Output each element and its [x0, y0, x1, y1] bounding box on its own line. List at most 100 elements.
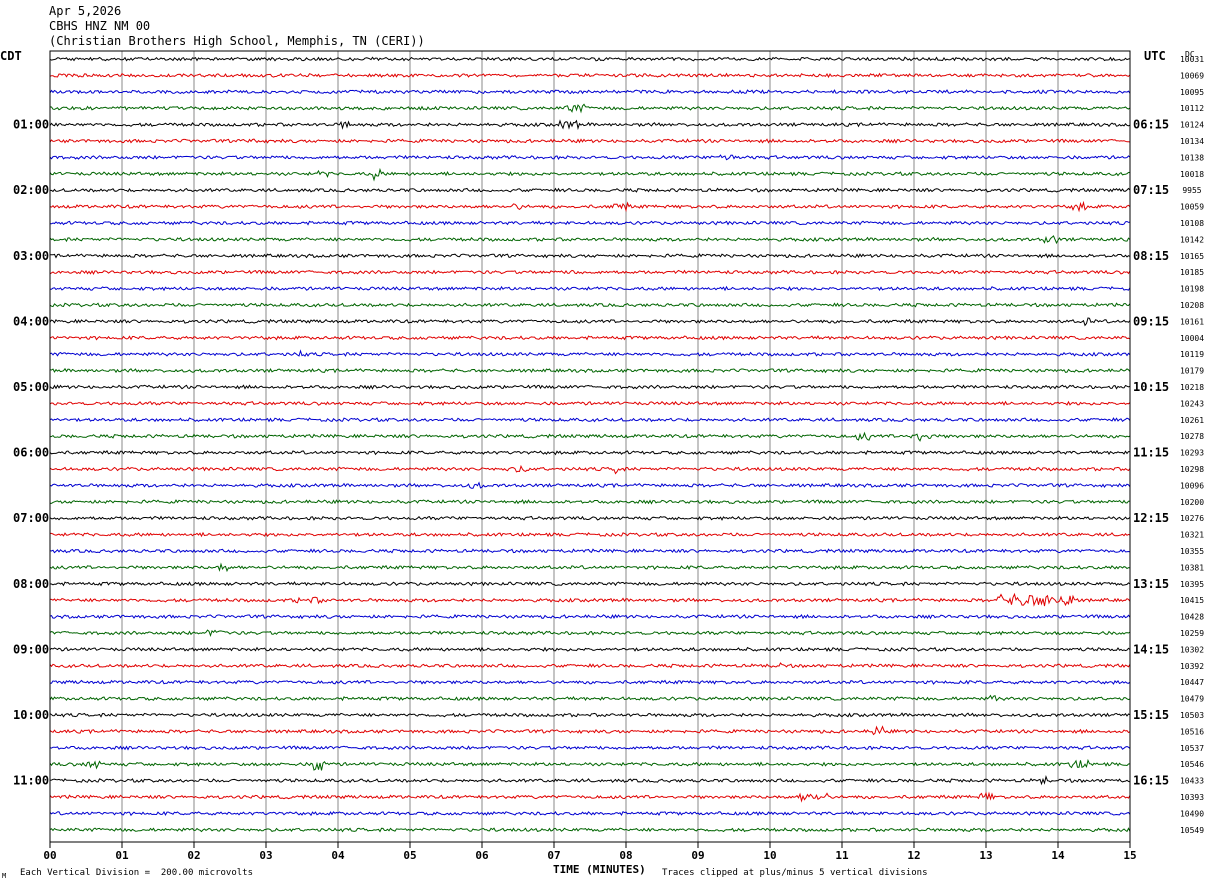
- seismic-trace: [50, 531, 1131, 538]
- seismic-trace: [49, 431, 1131, 442]
- seismic-trace: [49, 235, 1131, 245]
- dc-offset-label: 10276: [1180, 514, 1204, 523]
- seismic-trace: [49, 629, 1131, 638]
- x-tick-label: 15: [1123, 849, 1136, 862]
- cdt-hour-label: 10:00: [13, 708, 49, 722]
- x-tick-label: 03: [259, 849, 272, 862]
- seismic-trace: [49, 56, 1131, 62]
- dc-offset-label: 10179: [1180, 367, 1204, 376]
- dc-offset-label: 10392: [1180, 662, 1204, 671]
- right-timezone-label: UTC: [1144, 49, 1166, 63]
- seismic-trace: [49, 417, 1131, 423]
- seismic-trace: [49, 384, 1131, 390]
- dc-offset-label: 10549: [1180, 826, 1204, 835]
- trace-layer: [49, 56, 1131, 833]
- seismic-trace: [49, 200, 1131, 213]
- header-location: (Christian Brothers High School, Memphis…: [49, 34, 425, 48]
- seismic-trace: [50, 220, 1131, 226]
- seismic-trace: [49, 349, 1131, 357]
- header-date: Apr 5,2026: [49, 4, 122, 18]
- clip-note: Traces clipped at plus/minus 5 vertical …: [662, 868, 928, 878]
- seismic-trace: [49, 285, 1131, 292]
- seismic-trace: [49, 725, 1131, 736]
- x-tick-label: 11: [835, 849, 849, 862]
- dc-offset-label: 10395: [1180, 580, 1204, 589]
- dc-offset-label: 10503: [1180, 711, 1204, 720]
- seismic-trace: [49, 712, 1131, 718]
- seismic-trace: [49, 774, 1131, 786]
- dc-offset-label: 10161: [1180, 317, 1204, 326]
- seismic-trace: [49, 154, 1131, 161]
- x-tick-label: 05: [403, 849, 416, 862]
- dc-offset-label: 10415: [1180, 596, 1204, 605]
- seismic-trace: [49, 335, 1131, 341]
- seismic-trace: [49, 613, 1131, 620]
- seismic-trace: [49, 138, 1131, 144]
- dc-offset-label: 10096: [1180, 481, 1204, 490]
- cdt-hour-label: 06:00: [13, 446, 49, 460]
- dc-offset-label: 10108: [1180, 219, 1204, 228]
- cdt-hour-label: 07:00: [13, 511, 49, 525]
- dc-offset-label: 10059: [1180, 203, 1204, 212]
- dc-offset-label: 10298: [1180, 465, 1204, 474]
- seismic-trace: [49, 499, 1131, 505]
- seismic-trace: [49, 317, 1131, 327]
- seismic-trace: [49, 400, 1131, 407]
- dc-offset-label: 10165: [1180, 252, 1204, 261]
- x-tick-label: 07: [547, 849, 560, 862]
- seismic-trace: [49, 827, 1131, 833]
- x-tick-label: 14: [1051, 849, 1065, 862]
- dc-offset-label: 10198: [1180, 285, 1204, 294]
- seismic-trace: [49, 269, 1131, 276]
- utc-hour-label: 11:15: [1133, 446, 1169, 460]
- utc-hour-label: 12:15: [1133, 511, 1169, 525]
- cdt-hour-label: 11:00: [13, 774, 49, 788]
- dc-offset-label: 10138: [1180, 153, 1204, 162]
- dc-offset-label: 10069: [1180, 71, 1204, 80]
- utc-hour-label: 07:15: [1133, 183, 1169, 197]
- dc-offset-label: 10537: [1180, 744, 1204, 753]
- seismic-trace: [49, 694, 1131, 702]
- seismic-trace: [49, 515, 1131, 521]
- dc-offset-label: 10546: [1180, 760, 1204, 769]
- seismic-trace: [50, 253, 1131, 259]
- dc-offset-label: 10119: [1180, 350, 1204, 359]
- utc-hour-label: 16:15: [1133, 774, 1169, 788]
- dc-offset-label: 10393: [1180, 793, 1204, 802]
- dc-offset-label: 10447: [1180, 678, 1204, 687]
- utc-hour-label: 09:15: [1133, 314, 1169, 328]
- seismic-trace: [49, 646, 1131, 653]
- seismic-trace: [49, 167, 1131, 182]
- dc-offset-label: 10479: [1180, 695, 1204, 704]
- seismic-trace: [49, 562, 1131, 573]
- dc-offset-label: 10259: [1180, 629, 1204, 638]
- x-tick-label: 06: [475, 849, 489, 862]
- grid-layer: [49, 51, 1131, 848]
- seismic-trace: [49, 791, 1131, 803]
- seismic-trace: [49, 592, 1131, 607]
- x-tick-label: 13: [979, 849, 992, 862]
- cdt-hour-label: 02:00: [13, 183, 49, 197]
- dc-offset-label: 10302: [1180, 645, 1204, 654]
- dc-offset-label: 10381: [1180, 563, 1204, 572]
- cdt-hour-label: 09:00: [13, 642, 49, 656]
- dc-offset-label: 10293: [1180, 449, 1204, 458]
- utc-hour-label: 06:15: [1133, 118, 1169, 132]
- utc-hour-label: 13:15: [1133, 577, 1169, 591]
- seismic-trace: [49, 745, 1131, 751]
- utc-hour-label: 15:15: [1133, 708, 1169, 722]
- seismic-trace: [50, 187, 1131, 193]
- dc-offset-label: 9955: [1182, 186, 1201, 195]
- left-timezone-label: CDT: [0, 49, 22, 63]
- dc-offset-label: 10112: [1180, 104, 1204, 113]
- x-tick-label: 00: [43, 849, 56, 862]
- dc-offset-label: 10428: [1180, 613, 1204, 622]
- seismic-trace: [49, 581, 1131, 587]
- dc-offset-label: 10018: [1180, 170, 1204, 179]
- seismic-trace: [49, 758, 1131, 771]
- x-tick-label: 08: [619, 849, 632, 862]
- dc-offset-label: 10134: [1180, 137, 1204, 146]
- x-tick-label: 01: [115, 849, 129, 862]
- seismic-trace: [49, 119, 1131, 131]
